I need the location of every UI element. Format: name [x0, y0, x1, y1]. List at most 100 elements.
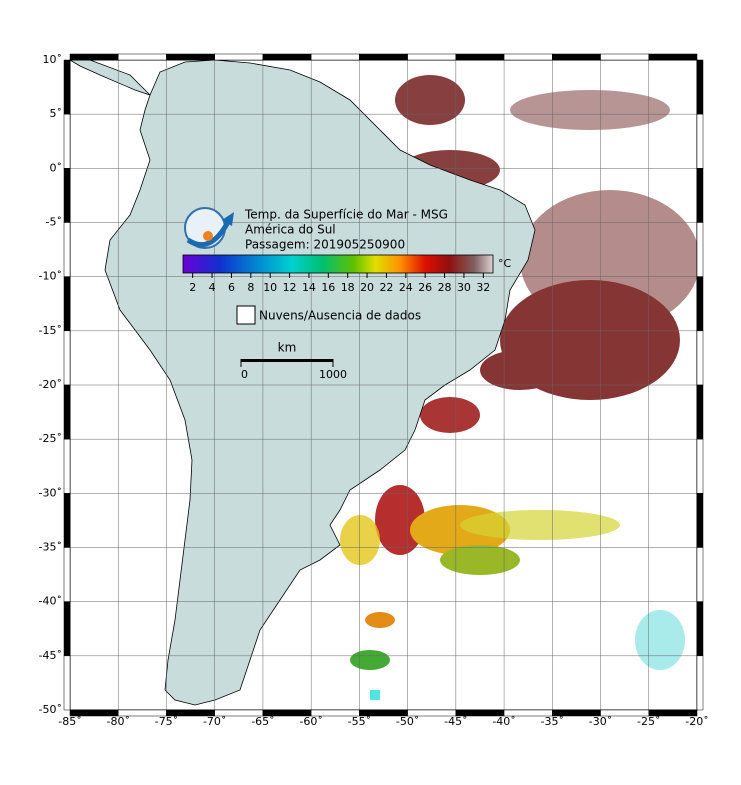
frame-segment — [63, 493, 71, 548]
frame-segment — [63, 113, 71, 169]
scale-unit: km — [278, 341, 297, 355]
frame-segment — [63, 59, 71, 115]
legend-label: Nuvens/Ausencia de dados — [259, 309, 421, 323]
frame-segment — [63, 330, 71, 386]
frame-segment — [552, 53, 601, 61]
lat-tick-label: -35˚ — [39, 541, 62, 554]
lon-tick-label: -20˚ — [685, 715, 708, 728]
lat-tick-label: -50˚ — [39, 703, 62, 716]
lat-tick-label: 10˚ — [43, 53, 63, 66]
logo — [184, 207, 234, 249]
colorbar-tick-label: 14 — [302, 281, 316, 294]
colorbar-tick-label: 28 — [438, 281, 452, 294]
frame-segment — [696, 547, 704, 602]
frame-ticks — [63, 53, 704, 717]
frame-segment — [262, 53, 312, 61]
frame-segment — [63, 168, 71, 223]
frame-segment — [63, 222, 71, 277]
lon-tick-label: -55˚ — [348, 715, 371, 728]
colorbar-tick-label: 12 — [283, 281, 297, 294]
frame-segment — [696, 222, 704, 277]
colorbar-tick-label: 6 — [228, 281, 235, 294]
lon-tick-label: -25˚ — [637, 715, 660, 728]
lon-tick-label: -65˚ — [251, 715, 274, 728]
scale-tick-label: 1000 — [319, 368, 347, 381]
title-line: Temp. da Superfície do Mar - MSG — [244, 208, 448, 222]
colorbar-tick-label: 32 — [476, 281, 490, 294]
lon-tick-label: -75˚ — [155, 715, 178, 728]
frame-segment — [696, 601, 704, 657]
scale-tick-label: 0 — [241, 368, 248, 381]
frame-segment — [359, 53, 408, 61]
lat-tick-label: -45˚ — [39, 649, 62, 662]
sst-pixels — [340, 75, 697, 700]
frame-segment — [63, 655, 71, 711]
colorbar-tick-label: 26 — [418, 281, 432, 294]
frame-segment — [63, 547, 71, 602]
frame-segment — [69, 53, 119, 61]
colorbar-tick-label: 18 — [341, 281, 355, 294]
frame-segment — [696, 168, 704, 223]
frame-segment — [310, 53, 360, 61]
frame-segment — [648, 53, 698, 61]
frame-segment — [696, 330, 704, 386]
frame-segment — [166, 53, 215, 61]
lon-tick-label: -70˚ — [203, 715, 226, 728]
lat-tick-label: -15˚ — [39, 324, 62, 337]
lat-tick-label: 5˚ — [50, 107, 63, 120]
colorbar-tick-label: 24 — [399, 281, 413, 294]
lon-tick-label: -40˚ — [492, 715, 515, 728]
lat-tick-label: -30˚ — [39, 486, 62, 499]
frame-segment — [696, 438, 704, 494]
title-line: América do Sul — [245, 223, 336, 237]
colorbar-tick-label: 16 — [321, 281, 335, 294]
frame-segment — [63, 438, 71, 494]
frame-segment — [455, 53, 505, 61]
frame-segment — [63, 601, 71, 657]
lon-tick-label: -35˚ — [541, 715, 564, 728]
frame-segment — [696, 276, 704, 332]
lon-tick-label: -30˚ — [589, 715, 612, 728]
colorbar-ticks: 2 4 6 8 10 12 14 16 18 20 22 24 26 28 30 32 — [189, 273, 490, 294]
frame-segment — [63, 276, 71, 332]
colorbar-unit: °C — [498, 257, 512, 270]
colorbar-tick-label: 4 — [209, 281, 216, 294]
graticule — [70, 60, 697, 710]
map-area — [70, 60, 697, 710]
scale-bar: 0 1000 — [240, 359, 347, 381]
frame-segment — [696, 384, 704, 440]
lat-tick-label: -10˚ — [39, 270, 62, 283]
frame-segment — [503, 53, 553, 61]
colorbar — [182, 254, 494, 274]
colorbar-tick-label: 2 — [189, 281, 196, 294]
frame-segment — [648, 709, 698, 717]
lat-tick-label: -20˚ — [39, 378, 62, 391]
lat-tick-label: -25˚ — [39, 432, 62, 445]
scale-bar-fill — [241, 359, 333, 362]
frame-segment — [696, 113, 704, 169]
frame-segment — [600, 53, 650, 61]
lon-tick-label: -80˚ — [106, 715, 129, 728]
lon-tick-label: -60˚ — [299, 715, 322, 728]
colorbar-tick-label: 20 — [360, 281, 374, 294]
frame-segment — [214, 53, 264, 61]
lat-tick-label: -5˚ — [46, 216, 62, 229]
lat-tick-label: 0˚ — [50, 161, 63, 174]
legend-swatch — [236, 305, 256, 325]
lon-tick-label: -85˚ — [58, 715, 81, 728]
frame-segment — [696, 655, 704, 711]
frame-segment — [696, 493, 704, 548]
frame-segment — [63, 384, 71, 440]
frame-segment — [117, 53, 167, 61]
colorbar-tick-label: 8 — [247, 281, 254, 294]
frame-segment — [407, 53, 457, 61]
lon-tick-label: -50˚ — [396, 715, 419, 728]
lon-tick-label: -45˚ — [444, 715, 467, 728]
colorbar-tick-label: 10 — [263, 281, 277, 294]
frame-segment — [696, 59, 704, 115]
lat-tick-label: -40˚ — [39, 595, 62, 608]
colorbar-tick-label: 30 — [457, 281, 471, 294]
colorbar-tick-label: 22 — [379, 281, 393, 294]
title-line: Passagem: 201905250900 — [245, 238, 405, 252]
